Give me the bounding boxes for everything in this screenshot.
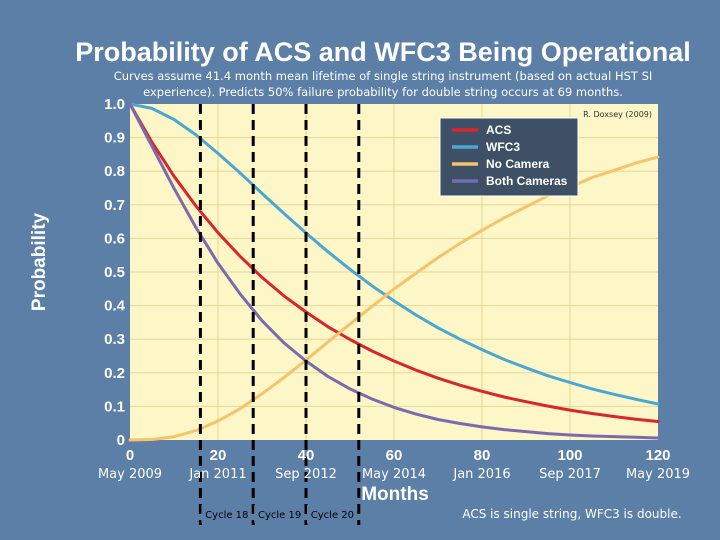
x-tick-label: 120 bbox=[645, 447, 670, 464]
y-tick-label: 0.5 bbox=[104, 264, 125, 281]
y-tick-label: 0.2 bbox=[104, 365, 125, 382]
chart-subtitle-line-2: experience). Predicts 50% failure probab… bbox=[143, 85, 623, 99]
chart-title: Probability of ACS and WFC3 Being Operat… bbox=[75, 37, 691, 67]
y-tick-label: 0.6 bbox=[104, 230, 125, 247]
legend: ACS WFC3 No Camera Both Cameras bbox=[439, 117, 579, 197]
chart-subtitle-line-1: Curves assume 41.4 month mean lifetime o… bbox=[114, 69, 653, 83]
y-tick-label: 0.3 bbox=[104, 331, 125, 348]
x-axis-label: Months bbox=[361, 484, 429, 505]
y-tick-label: 0 bbox=[117, 432, 125, 449]
cycle-label-box bbox=[201, 505, 253, 523]
x-tick-label: 60 bbox=[386, 447, 403, 464]
y-axis-label: Probability bbox=[29, 212, 50, 311]
cycle-label-box bbox=[254, 505, 305, 523]
date-label: Sep 2012 bbox=[275, 467, 337, 482]
x-tick-label: 100 bbox=[557, 447, 582, 464]
y-tick-label: 0.1 bbox=[104, 398, 125, 415]
x-tick-label: 40 bbox=[298, 447, 315, 464]
legend-label: Both Cameras bbox=[486, 174, 568, 188]
credit-text: R. Doxsey (2009) bbox=[583, 110, 652, 119]
date-label: Sep 2017 bbox=[539, 467, 601, 482]
footnote: ACS is single string, WFC3 is double. bbox=[462, 507, 681, 521]
cycle-markers: Cycle 18 Cycle 19 Cycle 20 bbox=[198, 104, 361, 525]
date-label: Jan 2011 bbox=[188, 467, 246, 482]
date-label: Jan 2016 bbox=[452, 467, 510, 482]
x-tick-label: 80 bbox=[474, 447, 491, 464]
y-tick-label: 0.8 bbox=[104, 163, 125, 180]
legend-label: ACS bbox=[486, 123, 511, 137]
series-line-both-cameras bbox=[128, 102, 660, 440]
x-tick-label: 20 bbox=[210, 447, 227, 464]
y-tick-label: 0.4 bbox=[104, 298, 126, 315]
cycle-label: Cycle 19 bbox=[258, 510, 301, 521]
date-label: May 2009 bbox=[98, 467, 162, 482]
cycle-label-box bbox=[307, 505, 358, 523]
date-label: May 2019 bbox=[626, 467, 690, 482]
legend-label: WFC3 bbox=[486, 140, 520, 154]
cycle-label: Cycle 18 bbox=[205, 510, 248, 521]
y-tick-label: 0.7 bbox=[104, 197, 125, 214]
x-tick-labels: 0 20 40 60 80 100 120 bbox=[126, 447, 671, 464]
series-line-acs bbox=[128, 102, 660, 423]
y-tick-labels: 0 0.1 0.2 0.3 0.4 0.5 0.6 0.7 0.8 0.9 1.0 bbox=[104, 96, 126, 449]
series-line-wfc3 bbox=[128, 102, 660, 406]
x-tick-label: 0 bbox=[126, 447, 134, 464]
y-tick-label: 0.9 bbox=[104, 130, 125, 147]
date-labels: May 2009 Jan 2011 Sep 2012 May 2014 Jan 2016… bbox=[98, 467, 690, 482]
date-label: May 2014 bbox=[362, 467, 426, 482]
legend-label: No Camera bbox=[486, 157, 550, 171]
y-tick-label: 1.0 bbox=[104, 96, 125, 113]
cycle-label: Cycle 20 bbox=[311, 510, 354, 521]
